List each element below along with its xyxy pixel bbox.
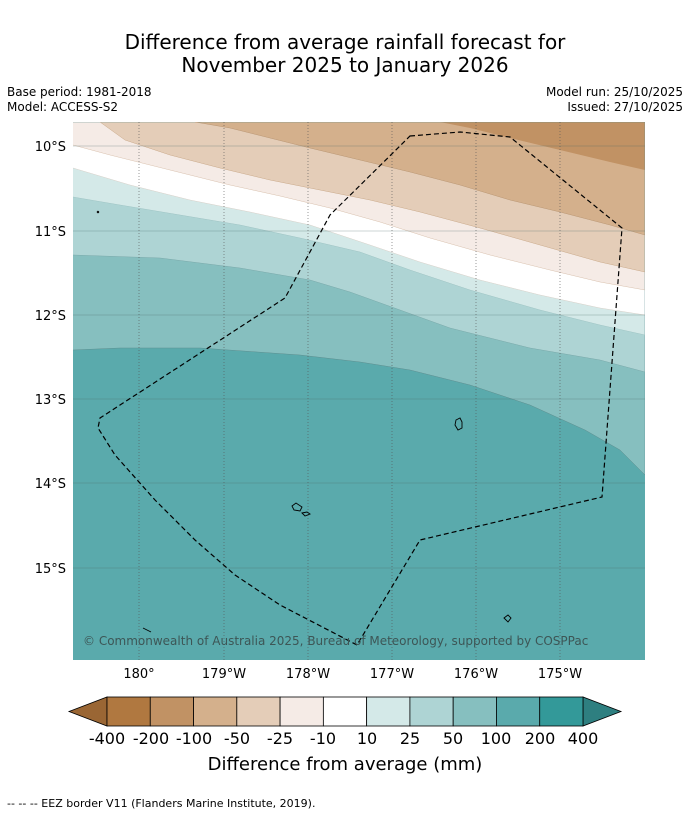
lon-label-178w: 178°W: [286, 667, 330, 682]
lon-label-176w: 176°W: [454, 667, 498, 682]
island-sw: [142, 627, 152, 633]
model-run: Model run: 25/10/2025: [545, 85, 683, 99]
lon-label-177w: 177°W: [370, 667, 414, 682]
cb-label-400: 400: [567, 729, 599, 748]
lat-axis: 10°S 11°S 12°S 13°S 14°S 15°S: [35, 140, 66, 577]
lon-label-180: 180°: [123, 667, 154, 682]
eez-border: [97, 131, 623, 646]
model-name: Model: ACCESS-S2: [7, 100, 119, 114]
island-west-1: [291, 502, 303, 512]
cb-label-minus-10: -10: [309, 729, 337, 748]
colorbar-title: Difference from average (mm): [207, 754, 483, 775]
cb-label-minus-25: -25: [266, 729, 294, 748]
cb-label-minus-200: -200: [132, 729, 170, 748]
colorbar: [67, 696, 623, 727]
eez-legend: -- -- -- EEZ border V11 (Flanders Marine…: [7, 797, 316, 810]
band-minus-50-100: [195, 122, 645, 235]
issued-date: Issued: 27/10/2025: [567, 100, 683, 114]
band-minus-100-200: [440, 122, 645, 170]
rainfall-contours: [73, 122, 645, 660]
colorbar-swatch-9: [496, 696, 541, 727]
island-nw: [96, 210, 100, 214]
colorbar-swatch-10: [539, 696, 584, 727]
colorbar-extend-low: [67, 696, 108, 727]
colorbar-swatch-8: [452, 696, 497, 727]
lat-label-13s: 13°S: [35, 393, 66, 408]
cb-label-25: 25: [399, 729, 421, 748]
lat-label-14s: 14°S: [35, 477, 66, 492]
colorbar-swatch-6: [366, 696, 411, 727]
cb-label-50: 50: [442, 729, 464, 748]
cb-label-minus-100: -100: [175, 729, 213, 748]
meta-right: Model run: 25/10/2025 Issued: 27/10/2025: [546, 85, 683, 115]
base-period: Base period: 1981-2018: [7, 85, 152, 99]
island-south: [503, 614, 512, 623]
colorbar-swatch-5: [322, 696, 368, 727]
lat-label-11s: 11°S: [35, 225, 66, 240]
lon-label-175w: 175°W: [538, 667, 582, 682]
cb-label-200: 200: [524, 729, 556, 748]
islands: [96, 210, 512, 633]
colorbar-swatch-3: [236, 696, 281, 727]
meta-left: Base period: 1981-2018 Model: ACCESS-S2: [7, 85, 152, 115]
island-west-2: [301, 511, 311, 517]
lat-label-15s: 15°S: [35, 562, 66, 577]
colorbar-swatch-4: [279, 696, 324, 727]
colorbar-extend-high: [582, 696, 623, 727]
colorbar-swatch-0: [106, 696, 151, 727]
cb-label-minus-50: -50: [223, 729, 251, 748]
island-north: [454, 417, 463, 431]
lon-label-179w: 179°W: [202, 667, 246, 682]
colorbar-swatch-1: [149, 696, 194, 727]
title-line-2: November 2025 to January 2026: [181, 53, 509, 77]
lat-label-10s: 10°S: [35, 140, 66, 155]
lat-gridlines: [73, 145, 645, 569]
cb-label-100: 100: [480, 729, 512, 748]
copyright-notice: © Commonwealth of Australia 2025, Bureau…: [83, 634, 588, 648]
cb-label-minus-400: -400: [88, 729, 126, 748]
colorbar-swatch-7: [409, 696, 454, 727]
chart-title: Difference from average rainfall forecas…: [0, 31, 690, 77]
cb-label-10: 10: [356, 729, 378, 748]
colorbar-swatch-2: [193, 696, 238, 727]
title-line-1: Difference from average rainfall forecas…: [124, 30, 566, 54]
lat-label-12s: 12°S: [35, 309, 66, 324]
lon-axis: 180° 179°W 178°W 177°W 176°W 175°W: [123, 667, 582, 682]
